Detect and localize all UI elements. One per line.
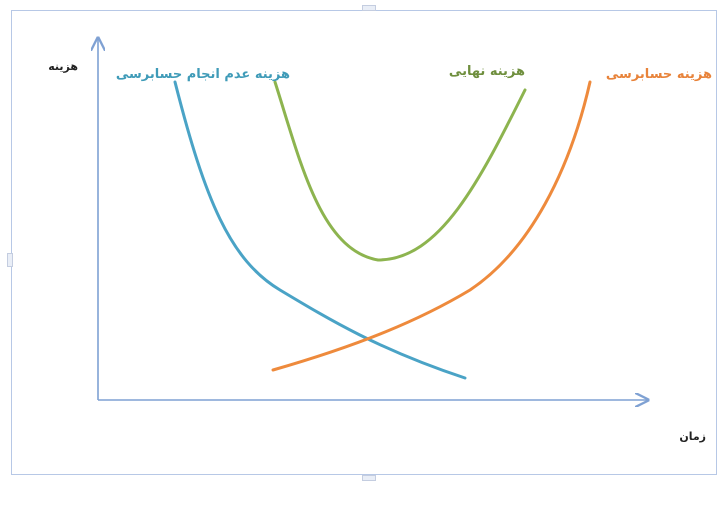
x-axis-label: زمان: [679, 430, 706, 443]
final-cost-curve: [273, 80, 527, 262]
resize-handle-top[interactable]: [362, 5, 376, 11]
resize-handle-bottom[interactable]: [362, 475, 376, 481]
non-audit-cost-label: هزینه عدم انجام حسابرسی: [116, 67, 290, 82]
non-audit-cost-curve: [173, 80, 467, 380]
y-axis-label: هزینه: [48, 60, 78, 73]
audit-cost-label: هزینه حسابرسی: [606, 67, 712, 82]
resize-handle-left[interactable]: [7, 253, 13, 267]
audit-cost-curve: [271, 80, 592, 372]
final-cost-label: هزینه نهایی: [449, 64, 525, 79]
